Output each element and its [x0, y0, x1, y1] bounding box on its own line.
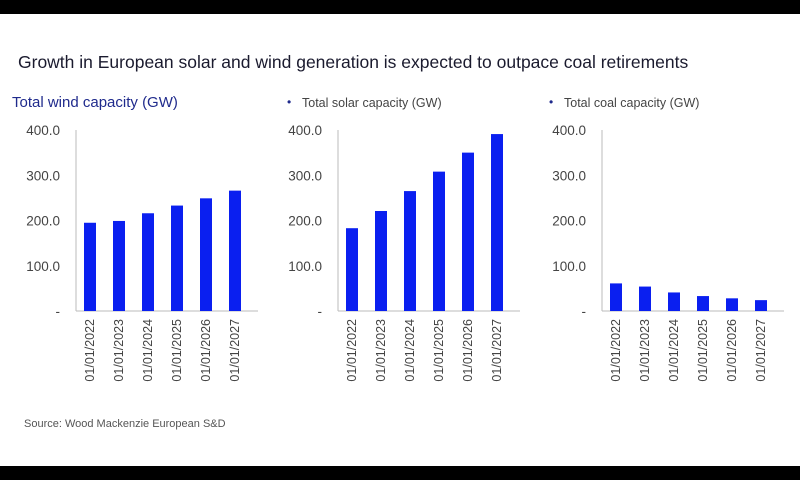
solar-bar: [346, 228, 358, 311]
coal-y-tick-label: 400.0: [552, 123, 586, 138]
wind-x-tick-label: 01/01/2022: [83, 319, 97, 382]
coal-bar: [726, 298, 738, 311]
coal-y-tick-label: 200.0: [552, 214, 586, 229]
wind-bar: [113, 220, 125, 311]
solar-y-tick-label: 400.0: [288, 123, 322, 138]
source-note: Source: Wood Mackenzie European S&D: [24, 418, 226, 430]
solar-bar: [404, 191, 416, 311]
coal-bar: [755, 300, 767, 311]
coal-bar: [697, 296, 709, 311]
coal-bar: [639, 286, 651, 311]
wind-bar: [84, 222, 96, 311]
coal-y-tick-label: -: [582, 304, 587, 319]
coal-title-bullet: •: [549, 95, 553, 109]
wind-x-tick-label: 01/01/2026: [199, 319, 213, 382]
solar-x-tick-label: 01/01/2027: [490, 319, 504, 382]
wind-x-tick-label: 01/01/2025: [170, 319, 184, 382]
solar-chart-title: Total solar capacity (GW): [302, 96, 442, 110]
wind-bar: [142, 213, 154, 311]
solar-bar: [375, 210, 387, 311]
wind-x-tick-label: 01/01/2027: [228, 319, 242, 382]
coal-x-tick-label: 01/01/2023: [638, 319, 652, 382]
wind-y-tick-label: 400.0: [26, 123, 60, 138]
wind-bar: [200, 198, 212, 311]
wind-chart-title: Total wind capacity (GW): [12, 94, 178, 111]
coal-x-tick-label: 01/01/2027: [754, 319, 768, 382]
coal-y-tick-label: 100.0: [552, 259, 586, 274]
solar-y-tick-label: 300.0: [288, 168, 322, 183]
solar-x-tick-label: 01/01/2026: [461, 319, 475, 382]
slide: Growth in European solar and wind genera…: [0, 14, 800, 466]
solar-bar: [462, 152, 474, 311]
coal-x-tick-label: 01/01/2025: [696, 319, 710, 382]
wind-y-tick-label: 300.0: [26, 168, 60, 183]
solar-y-tick-label: 200.0: [288, 214, 322, 229]
solar-bar: [491, 134, 503, 311]
charts-canvas: Total wind capacity (GW) - 100.0 200.0 300.0…: [12, 94, 784, 382]
solar-x-tick-label: 01/01/2023: [374, 319, 388, 382]
wind-x-tick-label: 01/01/2024: [141, 319, 155, 382]
coal-x-tick-label: 01/01/2026: [725, 319, 739, 382]
wind-y-tick-label: 200.0: [26, 214, 60, 229]
coal-bar: [610, 283, 622, 311]
wind-y-tick-label: 100.0: [26, 259, 60, 274]
wind-bar: [229, 190, 241, 311]
solar-x-tick-label: 01/01/2024: [403, 319, 417, 382]
coal-chart-title: Total coal capacity (GW): [564, 96, 699, 110]
wind-x-tick-label: 01/01/2023: [112, 319, 126, 382]
solar-x-tick-label: 01/01/2022: [345, 319, 359, 382]
coal-x-tick-label: 01/01/2022: [609, 319, 623, 382]
wind-y-tick-label: -: [56, 304, 61, 319]
solar-title-bullet: •: [287, 95, 291, 109]
solar-y-tick-label: 100.0: [288, 259, 322, 274]
solar-y-tick-label: -: [318, 304, 323, 319]
coal-y-tick-label: 300.0: [552, 168, 586, 183]
page-title: Growth in European solar and wind genera…: [18, 52, 689, 72]
coal-bar: [668, 292, 680, 311]
solar-bar: [433, 171, 445, 311]
solar-x-tick-label: 01/01/2025: [432, 319, 446, 382]
coal-x-tick-label: 01/01/2024: [667, 319, 681, 382]
wind-bar: [171, 205, 183, 311]
